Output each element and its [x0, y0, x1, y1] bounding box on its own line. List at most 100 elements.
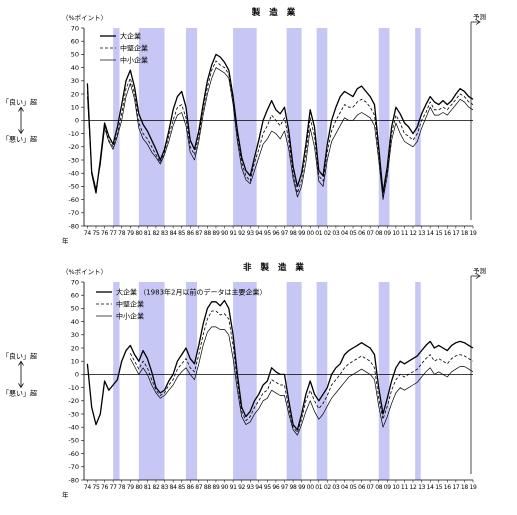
- x-tick-label: 09: [384, 230, 392, 237]
- y-tick-label: 40: [71, 64, 79, 72]
- y-tick-label: -70: [68, 463, 79, 471]
- x-tick-label: 14: [427, 230, 435, 237]
- y-tick-label: 50: [71, 305, 79, 313]
- x-tick-label: 02: [324, 484, 332, 491]
- series-line-0: [86, 299, 474, 431]
- y-tick-label: 70: [71, 278, 79, 286]
- x-tick-label: 18: [461, 484, 469, 491]
- y-tick-label: -20: [68, 143, 79, 151]
- x-tick-label: 80: [135, 484, 143, 491]
- recession-band: [378, 282, 390, 480]
- y-tick-label: -60: [68, 196, 79, 204]
- x-tick-label: 79: [127, 230, 135, 237]
- y-tick-label: 40: [71, 318, 79, 326]
- bad-label: 「悪い」超: [2, 134, 37, 143]
- x-tick-label: 08: [375, 484, 383, 491]
- y-tick-label: -50: [68, 437, 79, 445]
- manufacturing-chart: 70 60 50 40 30 20 10 0 -10 -20 -30 -40 -50 -60 -70 -80 7…: [2, 7, 486, 245]
- x-tick-label: 05: [350, 484, 358, 491]
- good-label: 「良い」超: [2, 97, 37, 106]
- y-tick-label: 10: [71, 104, 79, 112]
- x-tick-label: 76: [101, 230, 109, 237]
- y-tick-label: -70: [68, 209, 79, 217]
- x-tick-label: 92: [238, 484, 246, 491]
- recession-band: [138, 282, 165, 480]
- recession-band: [185, 28, 198, 226]
- series-line-2: [129, 326, 474, 436]
- x-tick-label: 03: [332, 230, 340, 237]
- recession-band: [316, 282, 328, 480]
- x-tick-label: 03: [332, 484, 340, 491]
- x-tick-label: 96: [272, 230, 280, 237]
- chart-title: 非 製 造 業: [243, 262, 307, 273]
- x-tick-label: 95: [264, 230, 272, 237]
- x-tick-label: 06: [358, 230, 366, 237]
- x-tick-label: 17: [452, 484, 460, 491]
- y-tick-label: -10: [68, 384, 79, 392]
- x-tick-label: 75: [92, 484, 100, 491]
- series-line-2: [87, 67, 474, 200]
- x-tick-label: 04: [341, 484, 349, 491]
- x-tick-label: 88: [204, 230, 212, 237]
- x-tick-label: 78: [118, 230, 126, 237]
- x-tick-label: 89: [212, 230, 220, 237]
- legend-label: 大企業: [120, 32, 141, 41]
- x-tick-label: 82: [152, 484, 160, 491]
- y-tick-label: 30: [71, 77, 79, 85]
- x-tick-label: 99: [298, 230, 306, 237]
- x-tick-label: 95: [264, 484, 272, 491]
- y-tick-label: 0: [75, 371, 79, 379]
- x-tick-label: 99: [298, 484, 306, 491]
- x-tick-label: 77: [110, 484, 118, 491]
- x-tick-label: 96: [272, 484, 280, 491]
- y-axis-unit: （%ポイント）: [62, 14, 107, 22]
- y-tick-label: 0: [75, 117, 79, 125]
- y-tick-label: -80: [68, 476, 79, 484]
- series-line-1: [129, 310, 474, 433]
- y-tick-label: -30: [68, 156, 79, 164]
- y-tick-label: -40: [68, 170, 79, 178]
- x-tick-label: 89: [212, 484, 220, 491]
- x-tick-label: 12: [409, 230, 417, 237]
- recession-band: [113, 28, 120, 226]
- x-tick-label: 13: [418, 484, 426, 491]
- x-tick-label: 97: [281, 230, 289, 237]
- x-tick-label: 04: [341, 230, 349, 237]
- x-tick-label: 01: [315, 230, 323, 237]
- x-tick-label: 77: [110, 230, 118, 237]
- x-axis-unit: 年: [62, 490, 69, 499]
- y-tick-label: -40: [68, 424, 79, 432]
- x-tick-label: 93: [247, 230, 255, 237]
- recession-band: [286, 28, 302, 226]
- y-tick-label: -30: [68, 410, 79, 418]
- x-tick-label: 10: [392, 230, 400, 237]
- y-tick-label: 10: [71, 358, 79, 366]
- x-tick-label: 16: [444, 230, 452, 237]
- x-tick-label: 93: [247, 484, 255, 491]
- recession-band: [138, 28, 165, 226]
- y-tick-label: 50: [71, 51, 79, 59]
- arrow-head-up: [18, 360, 24, 366]
- x-tick-label: 90: [221, 230, 229, 237]
- x-tick-label: 02: [324, 230, 332, 237]
- x-tick-label: 94: [255, 230, 263, 237]
- x-tick-label: 76: [101, 484, 109, 491]
- x-tick-label: 18: [461, 230, 469, 237]
- x-tick-label: 74: [84, 484, 92, 491]
- x-tick-label: 00: [307, 484, 315, 491]
- x-tick-label: 05: [350, 230, 358, 237]
- x-tick-label: 98: [290, 230, 298, 237]
- y-tick-label: -80: [68, 222, 79, 230]
- legend-label: 中堅企業: [116, 300, 144, 309]
- y-tick-label: 60: [71, 292, 79, 300]
- x-tick-label: 15: [435, 230, 443, 237]
- x-tick-label: 88: [204, 484, 212, 491]
- x-tick-label: 09: [384, 484, 392, 491]
- x-tick-label: 06: [358, 484, 366, 491]
- x-tick-label: 19: [469, 230, 477, 237]
- x-tick-label: 85: [178, 230, 186, 237]
- y-tick-label: -20: [68, 397, 79, 405]
- x-tick-label: 86: [187, 230, 195, 237]
- x-tick-label: 81: [144, 230, 152, 237]
- x-tick-label: 83: [161, 230, 169, 237]
